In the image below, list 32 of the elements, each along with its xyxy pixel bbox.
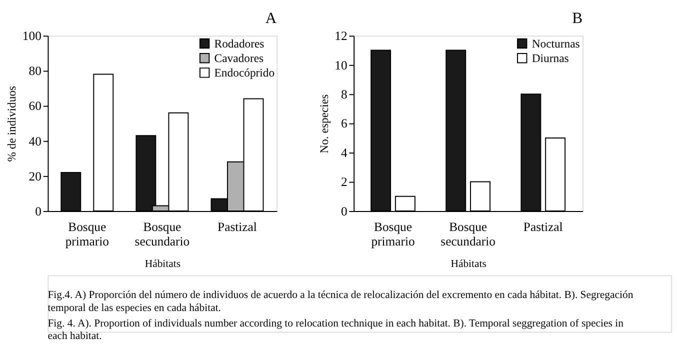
y-tick-label: 10 (334, 58, 348, 72)
y-tick-label: 4 (340, 146, 348, 160)
x-tick-label: Bosque primario (65, 220, 109, 249)
x-tick-label: Bosque secundario (134, 220, 190, 249)
x-tick-label: Pastizal (218, 220, 258, 234)
y-tick-label: 80 (28, 64, 42, 78)
y-tick-label: 20 (28, 169, 42, 184)
x-axis-title: Hábitats (450, 258, 486, 270)
caption: Fig. 4. A). Proportion of individuals number according to relocation technique in each habitat. B). Temporal seggregation of species in each habitat. (48, 317, 624, 342)
y-axis-title: % de individuos (6, 85, 19, 162)
y-tick-label: 100 (22, 29, 42, 44)
y-tick-label: 0 (340, 204, 348, 218)
y-tick-label: 6 (340, 116, 348, 131)
legend-label: Cavadores (214, 52, 264, 65)
legend-label: Diurnas (532, 52, 570, 65)
chart-title: A (265, 10, 278, 28)
caption: Fig.4. A) Proporción del número de individuos de acuerdo a la técnica de relocalización del excremento en cada hábitat. B). Segregación temporal de las especies en cada hábitat. (48, 289, 634, 314)
y-tick-label: 2 (340, 175, 348, 190)
y-tick-label: 60 (28, 99, 42, 114)
x-tick-label: Bosque primario (371, 220, 415, 249)
y-tick-label: 0 (35, 204, 42, 218)
y-tick-label: 12 (334, 29, 348, 44)
chart-title: B (572, 10, 583, 28)
x-axis-title: Hábitats (144, 258, 181, 270)
legend-label: Nocturnas (532, 37, 580, 50)
y-tick-label: 40 (28, 134, 42, 148)
y-axis-title: No. especies (318, 94, 331, 154)
x-tick-label: Pastizal (523, 220, 564, 234)
legend-label: Rodadores (214, 37, 265, 50)
x-tick-label: Bosque secundario (440, 220, 496, 249)
legend-label: Endocóprido (214, 66, 275, 80)
y-tick-label: 8 (340, 88, 348, 102)
